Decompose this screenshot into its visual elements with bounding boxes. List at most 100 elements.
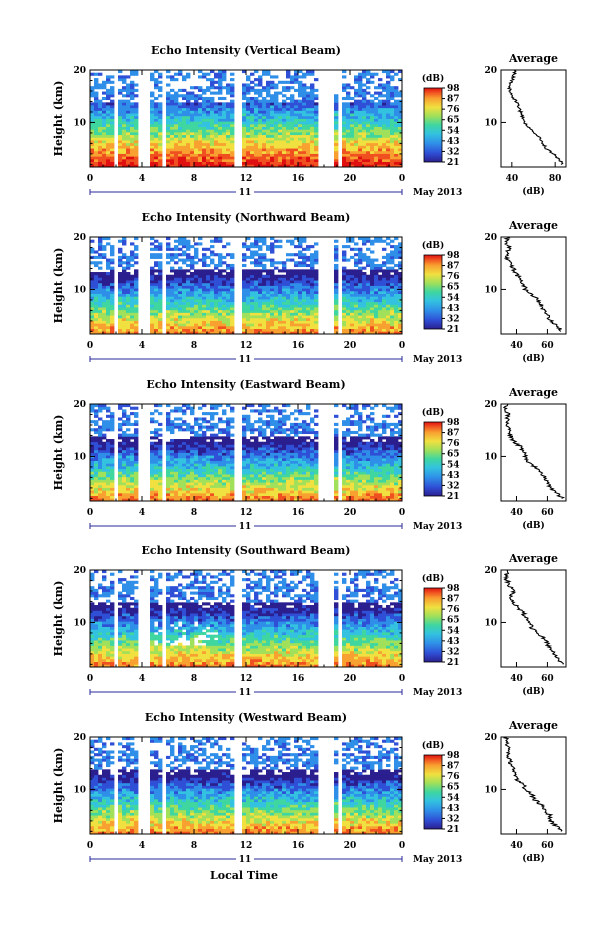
avg-x-tick-label: 60 [541,674,554,684]
colorbar-tick-label: 32 [447,647,460,657]
x-tick-label: 0 [399,174,405,184]
colorbar-tick-label: 54 [447,293,460,303]
colorbar-label: (dB) [422,73,444,84]
y-tick-label: 20 [73,400,86,410]
avg-x-tick-label: 60 [541,841,554,851]
x-tick-label: 0 [399,341,405,351]
x-tick-label: 20 [344,341,357,351]
x-tick-label: 12 [240,508,253,518]
colorbar-tick-label: 65 [447,283,460,293]
panel-ylabel: Height (km) [52,415,65,491]
average-profile-line [503,236,562,332]
y-tick-label: 10 [73,285,86,295]
avg-xlabel: (dB) [522,353,544,364]
x-tick-label: 0 [87,674,93,684]
x-tick-label: 8 [191,174,197,184]
colorbar-tick-label: 54 [447,626,460,636]
month-label: May 2013 [413,355,462,365]
average-frame [500,403,567,502]
panel-title: Echo Intensity (Vertical Beam) [151,44,341,57]
x-tick-label: 0 [399,841,405,851]
colorbar-tick-label: 87 [447,429,460,439]
heatmap-cells [90,70,403,168]
month-label: May 2013 [413,188,462,198]
avg-y-tick-label: 10 [484,118,497,128]
colorbar-tick-label: 98 [447,751,460,761]
panel-ylabel: Height (km) [52,748,65,824]
colorbar-tick-label: 98 [447,251,460,261]
avg-y-tick-label: 20 [484,400,497,410]
colorbar-tick-label: 32 [447,814,460,824]
beam-panel-0: Echo Intensity (Vertical Beam) Height (km… [52,44,567,198]
avg-y-tick-label: 20 [484,733,497,743]
x-tick-label: 4 [139,508,145,518]
x-tick-label: 20 [344,674,357,684]
average-frame [500,736,567,835]
colorbar-tick-label: 87 [447,262,460,272]
average-profile-line [502,403,566,499]
month-label: May 2013 [413,855,462,865]
avg-y-tick-label: 10 [484,452,497,462]
colorbar-tick-label: 98 [447,84,460,94]
x-tick-label: 20 [344,174,357,184]
x-tick-label: 16 [292,341,305,351]
heatmap-cells [90,404,403,502]
average-frame [500,69,567,168]
colorbar-tick-label: 43 [447,304,460,314]
date-label: 11 [239,188,252,198]
colorbar-tick-label: 21 [447,658,460,668]
date-label: 11 [239,855,252,865]
beam-panel-2: Echo Intensity (Eastward Beam) Height (km… [52,378,567,532]
panel-title: Echo Intensity (Westward Beam) [145,711,347,724]
colorbar-tick-label: 21 [447,158,460,168]
x-tick-label: 0 [87,841,93,851]
panel-ylabel: Height (km) [52,81,65,157]
colorbar [423,421,443,497]
month-label: May 2013 [413,522,462,532]
x-tick-label: 0 [87,341,93,351]
colorbar-tick-label: 32 [447,481,460,491]
colorbar-tick-label: 21 [447,325,460,335]
colorbar-tick-label: 21 [447,825,460,835]
average-frame [500,569,567,668]
panel-ylabel: Height (km) [52,248,65,324]
avg-y-tick-label: 20 [484,233,497,243]
colorbar-tick-label: 76 [447,105,460,115]
x-tick-label: 20 [344,508,357,518]
y-tick-label: 10 [73,118,86,128]
average-title: Average [508,552,558,565]
heatmap-cells [90,737,403,835]
colorbar-tick-label: 43 [447,471,460,481]
colorbar-tick-label: 54 [447,460,460,470]
colorbar-tick-label: 54 [447,793,460,803]
x-tick-label: 4 [139,174,145,184]
panel-title: Echo Intensity (Eastward Beam) [146,378,345,391]
beam-panel-1: Echo Intensity (Northward Beam) Height (k… [52,211,567,365]
panel-title: Echo Intensity (Southward Beam) [142,544,351,557]
x-tick-label: 0 [399,508,405,518]
x-tick-label: 0 [87,508,93,518]
x-tick-label: 8 [191,341,197,351]
x-tick-label: 12 [240,174,253,184]
x-tick-label: 0 [399,674,405,684]
colorbar [423,87,443,163]
x-tick-label: 16 [292,508,305,518]
average-profile-line [506,69,564,165]
y-tick-label: 10 [73,618,86,628]
colorbar-tick-label: 76 [447,605,460,615]
colorbar-label: (dB) [422,240,444,251]
colorbar-tick-label: 98 [447,418,460,428]
panel-ylabel: Height (km) [52,581,65,657]
colorbar-label: (dB) [422,573,444,584]
colorbar-tick-label: 87 [447,762,460,772]
avg-y-tick-label: 20 [484,66,497,76]
month-label: May 2013 [413,688,462,698]
colorbar-tick-label: 65 [447,450,460,460]
x-tick-label: 8 [191,674,197,684]
colorbar-tick-label: 65 [447,616,460,626]
avg-y-tick-label: 10 [484,285,497,295]
colorbar-label: (dB) [422,407,444,418]
x-tick-label: 4 [139,674,145,684]
avg-xlabel: (dB) [522,853,544,864]
